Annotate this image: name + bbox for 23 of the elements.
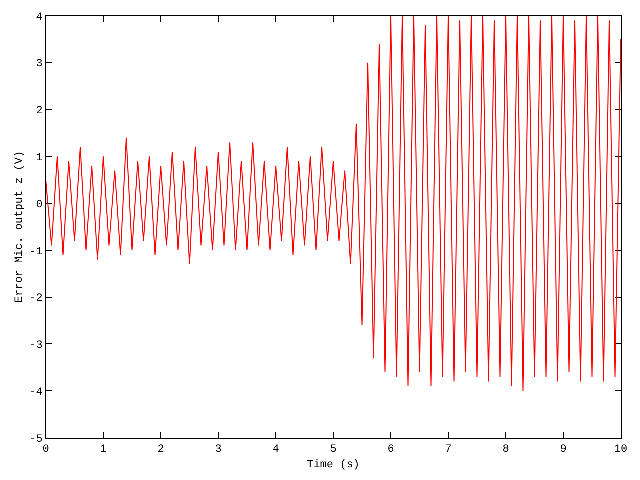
y-tick-label: 0	[36, 199, 43, 212]
line-series	[46, 16, 621, 392]
y-tick-label: 4	[36, 12, 44, 24]
x-tick-label: 8	[502, 444, 510, 456]
y-axis-title: Error Mic. output z (V)	[14, 151, 26, 303]
x-axis-title: Time (s)	[307, 459, 360, 472]
y-tick-label: 1	[36, 152, 44, 165]
x-tick-label: 7	[445, 444, 452, 456]
y-tick-label: -2	[30, 293, 43, 306]
x-tick-label: 4	[272, 444, 280, 456]
y-tick-label: 3	[36, 58, 43, 71]
x-tick-label: 1	[100, 444, 108, 456]
x-tick-label: 9	[560, 444, 567, 456]
x-tick-label: 3	[215, 444, 222, 456]
y-tick-label: -5	[30, 434, 43, 446]
y-tick-label: -3	[30, 340, 43, 352]
y-tick-label: -1	[30, 246, 44, 258]
y-tick-label: -4	[30, 386, 44, 399]
y-tick-label: 2	[36, 106, 43, 118]
x-tick-label: 10	[614, 444, 628, 456]
x-tick-label: 5	[330, 444, 337, 456]
x-tick-label: 6	[388, 444, 394, 456]
x-tick-label: 2	[158, 444, 164, 456]
